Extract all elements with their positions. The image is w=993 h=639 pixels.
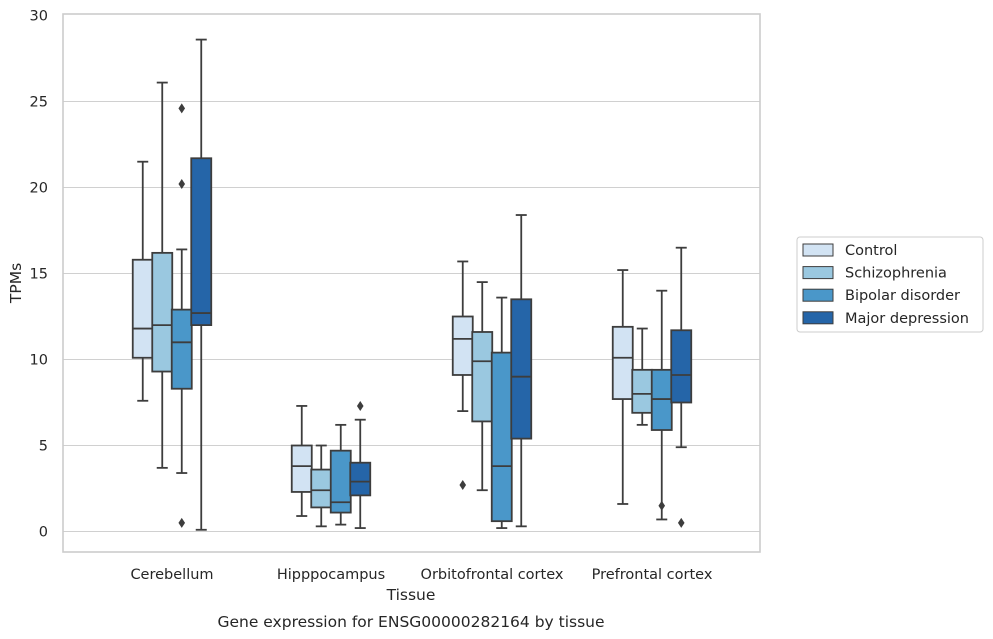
box-iqr (670, 329, 693, 404)
box-iqr (510, 298, 533, 440)
legend-label: Control (845, 243, 897, 259)
legend-swatch (802, 311, 834, 325)
x-axis-label: Tissue (386, 586, 436, 604)
outlier-point (658, 500, 666, 511)
y-tick-label-30: 30 (30, 9, 48, 25)
legend-label: Major depression (845, 311, 969, 327)
outlier-point (677, 517, 685, 528)
legend-frame (796, 236, 984, 333)
y-axis-ticks: 0 5 10 15 20 25 30 (30, 9, 48, 541)
box-3-2 (650, 289, 673, 521)
box-0-1 (151, 81, 174, 469)
outlier-point (356, 400, 364, 411)
outlier-point (178, 103, 186, 114)
box-3-1 (631, 327, 654, 426)
box-iqr (131, 258, 154, 359)
box-iqr (151, 251, 174, 373)
outlier-point (178, 517, 186, 528)
box-1-3 (349, 400, 372, 529)
outlier-point (178, 179, 186, 190)
box-iqr (631, 368, 654, 414)
box-0-2 (170, 103, 193, 528)
x-tick-label: Hipppocampus (277, 567, 385, 583)
box-iqr (290, 444, 313, 493)
box-2-2 (490, 296, 513, 529)
box-iqr (170, 308, 193, 390)
legend-label: Schizophrenia (845, 266, 947, 282)
y-tick-label-0: 0 (39, 525, 48, 541)
plot-area-frame (62, 13, 761, 553)
box-0-3 (190, 38, 213, 531)
x-tick-label: Cerebellum (130, 567, 213, 583)
box-1-1 (310, 444, 333, 528)
y-tick-label-25: 25 (30, 95, 48, 111)
box-iqr (310, 468, 333, 509)
legend-swatch (802, 266, 834, 280)
legend-swatch (802, 243, 834, 257)
y-tick-label-10: 10 (30, 353, 48, 369)
box-iqr (490, 351, 513, 523)
box-iqr (190, 157, 213, 326)
box-iqr (471, 331, 494, 423)
y-axis-label: TPMs (7, 263, 25, 304)
x-axis-ticks: Cerebellum Hipppocampus Orbitofrontal cort… (130, 567, 712, 583)
box-0-0 (131, 160, 154, 402)
box-3-0 (611, 269, 634, 505)
boxes (131, 38, 693, 531)
y-tick-label-5: 5 (39, 439, 48, 455)
box-2-0 (451, 260, 474, 491)
legend-swatch (802, 288, 834, 302)
legend: Control Schizophrenia Bipolar disorder Majo… (796, 236, 984, 333)
box-1-0 (290, 405, 313, 517)
chart-caption: Gene expression for ENSG00000282164 by t… (217, 613, 604, 631)
x-tick-label: Prefrontal cortex (592, 567, 713, 583)
box-iqr (611, 325, 634, 400)
x-tick-label: Orbitofrontal cortex (421, 567, 564, 583)
legend-label: Bipolar disorder (845, 288, 960, 304)
box-1-2 (329, 423, 352, 526)
box-2-1 (471, 281, 494, 492)
box-iqr (451, 315, 474, 376)
box-iqr (329, 449, 352, 514)
box-2-3 (510, 214, 533, 528)
box-3-3 (670, 246, 693, 528)
outlier-point (459, 480, 467, 491)
y-tick-label-20: 20 (30, 181, 48, 197)
y-tick-label-15: 15 (30, 267, 48, 283)
box-iqr (349, 461, 372, 497)
